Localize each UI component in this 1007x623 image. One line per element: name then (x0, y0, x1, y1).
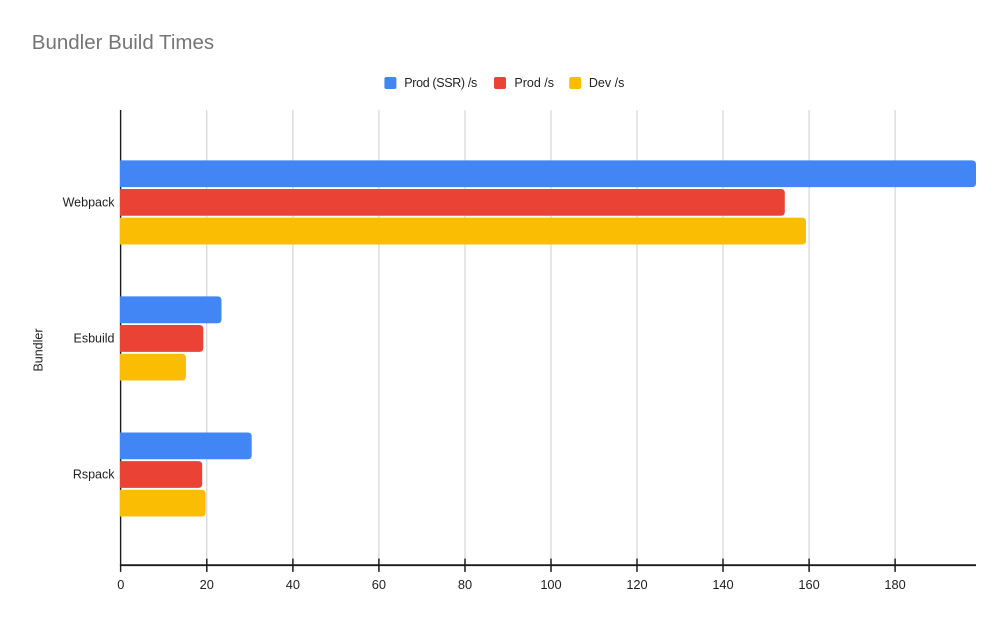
svg-text:160: 160 (798, 577, 819, 592)
svg-text:20: 20 (200, 577, 214, 592)
svg-text:Esbuild: Esbuild (74, 332, 115, 346)
svg-text:Rspack: Rspack (73, 468, 115, 482)
svg-text:Prod (SSR) /s: Prod (SSR) /s (404, 76, 477, 90)
svg-text:80: 80 (458, 577, 472, 592)
svg-text:Webpack: Webpack (63, 196, 116, 210)
svg-text:0: 0 (117, 577, 124, 592)
svg-text:120: 120 (626, 577, 647, 592)
svg-text:Bundler: Bundler (31, 328, 45, 371)
svg-text:40: 40 (286, 577, 300, 592)
svg-text:180: 180 (884, 577, 905, 592)
svg-text:Bundler Build Times: Bundler Build Times (32, 31, 214, 54)
svg-text:100: 100 (540, 577, 561, 592)
svg-text:Prod /s: Prod /s (514, 76, 554, 90)
svg-text:Dev /s: Dev /s (589, 76, 624, 90)
svg-text:60: 60 (372, 577, 386, 592)
svg-text:140: 140 (712, 577, 733, 592)
